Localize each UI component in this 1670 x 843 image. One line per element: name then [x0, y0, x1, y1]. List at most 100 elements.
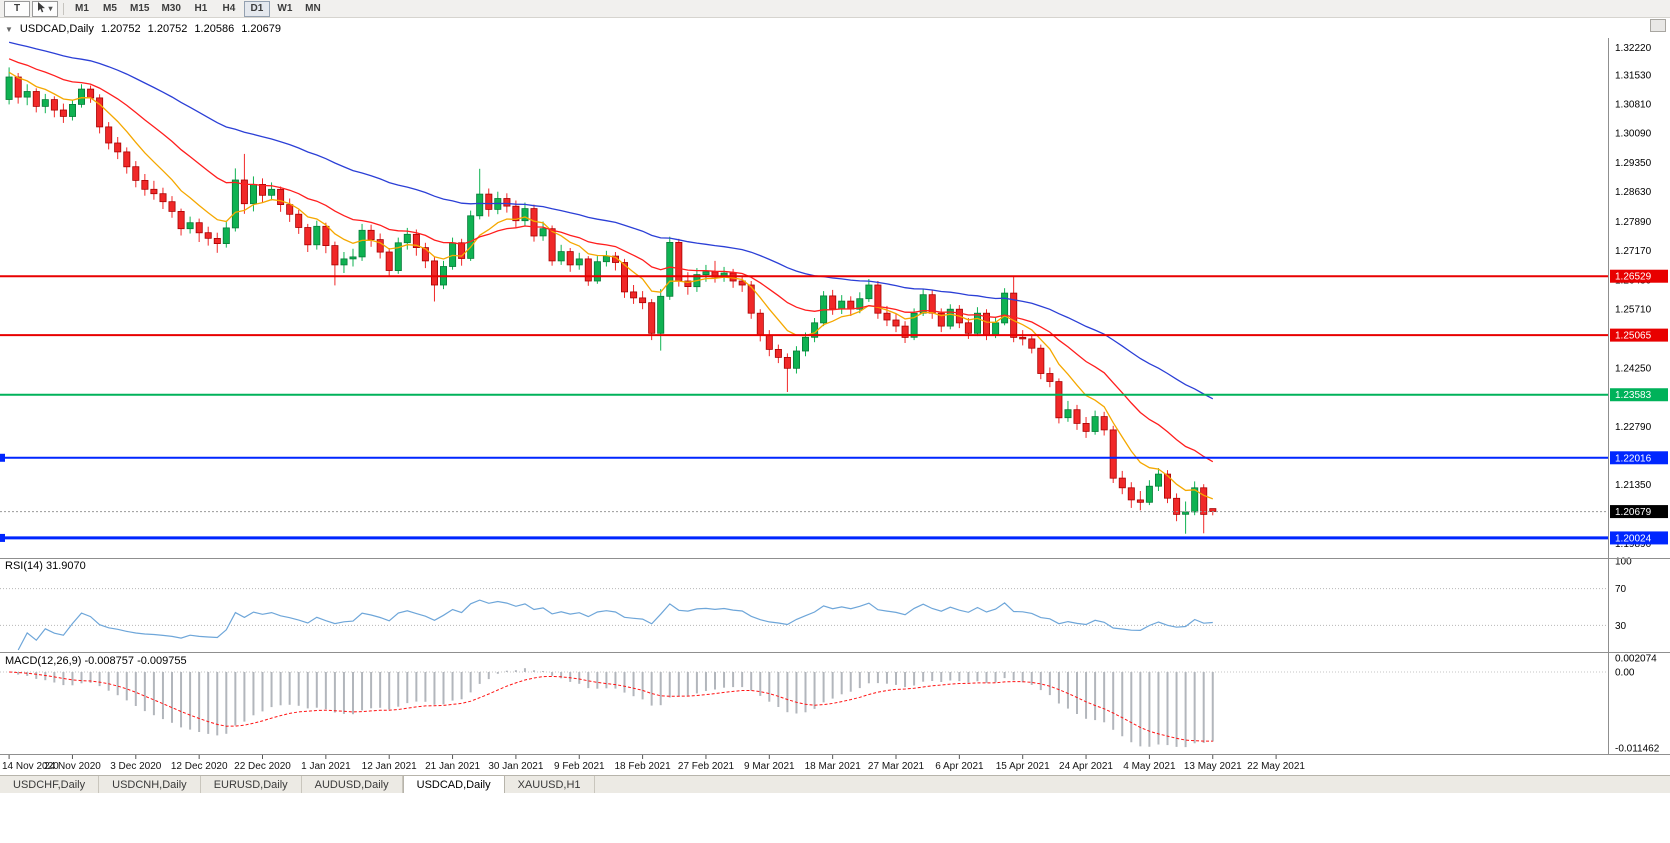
svg-text:-0.011462: -0.011462: [1615, 744, 1660, 755]
svg-text:1.20024: 1.20024: [1615, 533, 1652, 544]
svg-text:12 Jan 2021: 12 Jan 2021: [362, 761, 417, 771]
svg-text:1.26529: 1.26529: [1615, 272, 1652, 283]
svg-text:1.30810: 1.30810: [1615, 100, 1652, 111]
svg-text:4 May 2021: 4 May 2021: [1123, 761, 1176, 771]
svg-text:21 Jan 2021: 21 Jan 2021: [425, 761, 480, 771]
hline-edge-marker: [0, 533, 5, 542]
ma-slow-line: [8, 41, 1214, 400]
timeframe-button-h1[interactable]: H1: [194, 3, 208, 14]
tab-xauusd-h1[interactable]: XAUUSD,H1: [505, 776, 595, 793]
macd-panel: 0.002074 0.00 -0.011462: [0, 654, 1660, 755]
toolbar-separator: [63, 2, 64, 15]
chart-symbol-label: USDCAD,Daily: [19, 23, 94, 35]
price-tag: [1610, 269, 1668, 283]
svg-text:1.28630: 1.28630: [1615, 187, 1652, 198]
ohlc-open: 1.20752: [100, 23, 141, 35]
svg-text:1.22790: 1.22790: [1615, 422, 1652, 433]
t-tool-button[interactable]: T: [4, 0, 30, 17]
timeframe-button-m1[interactable]: M1: [75, 3, 89, 14]
svg-text:13 May 2021: 13 May 2021: [1184, 761, 1242, 771]
candles-layer: [5, 67, 1217, 534]
svg-text:24 Apr 2021: 24 Apr 2021: [1059, 761, 1113, 771]
svg-text:22 Dec 2020: 22 Dec 2020: [234, 761, 291, 771]
svg-text:1.27170: 1.27170: [1615, 246, 1652, 257]
timeframe-button-group: M1 M5 M15 M30 H1 H4 D1 W1 MN: [68, 0, 327, 17]
panel-dividers: [0, 38, 1670, 755]
svg-text:18 Feb 2021: 18 Feb 2021: [615, 761, 672, 771]
ma-mid-line: [8, 58, 1214, 463]
timeframe-button-d1[interactable]: D1: [243, 0, 270, 17]
ma-fast-line: [8, 71, 1214, 500]
svg-text:1 Jan 2021: 1 Jan 2021: [301, 761, 351, 771]
timeframe-button-w1[interactable]: W1: [277, 3, 293, 14]
svg-text:14 Nov 2020: 14 Nov 2020: [2, 761, 59, 771]
svg-text:1.25710: 1.25710: [1615, 305, 1652, 316]
svg-text:1.22016: 1.22016: [1615, 453, 1652, 464]
svg-text:1.30090: 1.30090: [1615, 128, 1652, 139]
chart-ohlc-header: ▼ USDCAD,Daily 1.20752 1.20752 1.20586 1…: [5, 23, 281, 35]
timeframe-button-mn[interactable]: MN: [305, 3, 321, 14]
bid-price-tag: [1610, 505, 1668, 519]
tab-usdchf-daily[interactable]: USDCHF,Daily: [0, 776, 100, 793]
svg-text:100: 100: [1615, 557, 1632, 568]
price-tag: [1610, 328, 1668, 342]
svg-text:1.31530: 1.31530: [1615, 71, 1652, 82]
svg-text:1.21350: 1.21350: [1615, 480, 1652, 491]
svg-text:9 Mar 2021: 9 Mar 2021: [744, 761, 795, 771]
rsi-panel: 100 70 30: [0, 557, 1632, 651]
svg-text:12 Dec 2020: 12 Dec 2020: [171, 761, 228, 771]
ma-lines: [8, 41, 1214, 500]
svg-text:1.32220: 1.32220: [1615, 43, 1652, 54]
svg-text:24 Nov 2020: 24 Nov 2020: [44, 761, 101, 771]
svg-text:70: 70: [1615, 584, 1627, 595]
price-tag: [1610, 451, 1668, 465]
svg-text:1.23583: 1.23583: [1615, 390, 1652, 401]
svg-text:1.29350: 1.29350: [1615, 158, 1652, 169]
rsi-line: [17, 599, 1213, 651]
cursor-arrow-icon: [37, 1, 46, 16]
svg-text:18 Mar 2021: 18 Mar 2021: [805, 761, 862, 771]
svg-text:0.00: 0.00: [1615, 668, 1635, 679]
svg-text:27 Mar 2021: 27 Mar 2021: [868, 761, 925, 771]
current-price: 1.20679: [0, 505, 1668, 519]
svg-text:3 Dec 2020: 3 Dec 2020: [110, 761, 162, 771]
chart-tabs-bar: USDCHF,Daily USDCNH,Daily EURUSD,Daily AUDU…: [0, 775, 1670, 793]
horizontal-lines: 1.26529 1.25065 1.23583 1.22016 1.20024: [0, 269, 1668, 545]
collapse-chart-icon[interactable]: ▼: [5, 24, 13, 34]
macd-signal-line: [9, 671, 1213, 742]
timeframe-button-m30[interactable]: M30: [161, 3, 181, 14]
cursor-tool-button[interactable]: ▾: [32, 0, 58, 17]
tab-audusd-daily[interactable]: AUDUSD,Daily: [302, 776, 403, 793]
svg-text:27 Feb 2021: 27 Feb 2021: [678, 761, 735, 771]
svg-text:1.27890: 1.27890: [1615, 217, 1652, 228]
chart-canvas[interactable]: 1.32220 1.31530 1.30810 1.30090 1.29350 1.286…: [0, 38, 1670, 771]
timeframe-button-h4[interactable]: H4: [222, 3, 236, 14]
svg-text:22 May 2021: 22 May 2021: [1247, 761, 1305, 771]
ohlc-low: 1.20586: [194, 23, 235, 35]
timeframe-button-m5[interactable]: M5: [103, 3, 117, 14]
tab-usdcnh-daily[interactable]: USDCNH,Daily: [99, 776, 201, 793]
svg-text:0.002074: 0.002074: [1615, 654, 1657, 665]
macd-histogram: [17, 668, 1214, 748]
svg-text:9 Feb 2021: 9 Feb 2021: [554, 761, 605, 771]
ohlc-close: 1.20679: [241, 23, 281, 35]
tab-eurusd-daily[interactable]: EURUSD,Daily: [201, 776, 302, 793]
price-tag: [1610, 388, 1668, 402]
axis-corner-button[interactable]: [1650, 19, 1666, 32]
hline-edge-marker: [0, 453, 5, 462]
ohlc-high: 1.20752: [147, 23, 188, 35]
price-tag: [1610, 531, 1668, 545]
chevron-down-icon: ▾: [48, 4, 53, 13]
svg-text:1.20679: 1.20679: [1615, 507, 1652, 518]
svg-text:15 Apr 2021: 15 Apr 2021: [996, 761, 1050, 771]
svg-text:6 Apr 2021: 6 Apr 2021: [935, 761, 984, 771]
svg-text:1.25065: 1.25065: [1615, 331, 1652, 342]
top-toolbar: T ▾ M1 M5 M15 M30 H1 H4 D1 W1 MN: [0, 0, 1670, 18]
svg-text:30: 30: [1615, 621, 1627, 632]
timeframe-button-m15[interactable]: M15: [130, 3, 150, 14]
svg-text:1.24250: 1.24250: [1615, 363, 1652, 374]
tab-usdcad-daily[interactable]: USDCAD,Daily: [402, 776, 505, 793]
price-axis-labels: 1.32220 1.31530 1.30810 1.30090 1.29350 1.286…: [1615, 43, 1652, 550]
